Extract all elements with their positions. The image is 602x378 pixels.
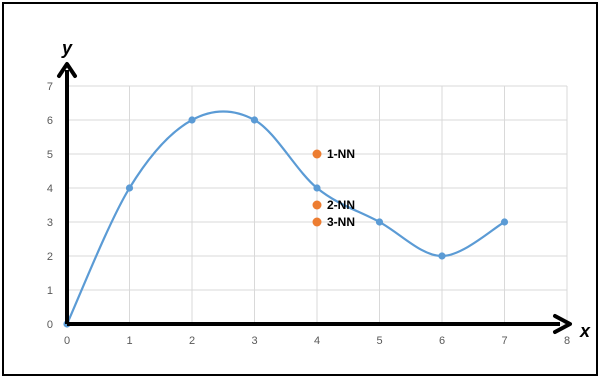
annotation-label-2: 3-NN <box>327 215 355 229</box>
data-point-5 <box>375 218 384 226</box>
annotation-point-2 <box>312 217 322 227</box>
annotation-point-0 <box>312 149 322 159</box>
chart-frame <box>2 2 598 376</box>
x-tick-label-5: 5 <box>376 335 382 347</box>
y-axis-label: y <box>61 38 73 58</box>
y-tick-label-4: 4 <box>47 183 53 195</box>
x-tick-label-1: 1 <box>126 335 132 347</box>
x-tick-label-6: 6 <box>439 335 445 347</box>
data-point-7 <box>500 218 509 226</box>
data-point-2 <box>188 116 196 124</box>
series-layer <box>63 110 509 328</box>
x-tick-label-3: 3 <box>251 335 257 347</box>
y-tick-label-2: 2 <box>47 251 53 263</box>
annotations-layer: 1-NN 2-NN 3-NN <box>312 147 355 229</box>
x-tick-label-8: 8 <box>564 335 570 347</box>
annotation-label-0: 1-NN <box>327 147 355 161</box>
y-tick-label-5: 5 <box>47 149 53 161</box>
annotation-label-1: 2-NN <box>327 198 355 212</box>
x-tick-label-2: 2 <box>189 335 195 347</box>
series-line-0 <box>66 110 506 325</box>
y-tick-label-1: 1 <box>47 285 53 297</box>
y-tick-label-3: 3 <box>47 217 53 229</box>
x-tick-label-0: 0 <box>64 335 70 347</box>
data-point-1 <box>125 184 134 192</box>
axes <box>57 62 572 334</box>
y-tick-labels: 0 1 2 3 4 5 6 7 <box>47 81 53 331</box>
y-tick-label-0: 0 <box>47 319 53 331</box>
y-tick-label-7: 7 <box>47 81 53 93</box>
y-tick-label-6: 6 <box>47 115 53 127</box>
x-axis-label: x <box>579 321 591 341</box>
x-axis-arrow <box>553 314 572 334</box>
x-tick-label-7: 7 <box>501 335 507 347</box>
annotation-point-1 <box>312 200 322 210</box>
y-axis-arrow <box>57 62 77 78</box>
x-tick-label-4: 4 <box>314 335 320 347</box>
data-point-3 <box>250 116 259 124</box>
x-tick-labels: 0 1 2 3 4 5 6 7 8 <box>64 335 570 347</box>
data-point-6 <box>438 252 446 260</box>
data-point-4 <box>313 184 321 192</box>
